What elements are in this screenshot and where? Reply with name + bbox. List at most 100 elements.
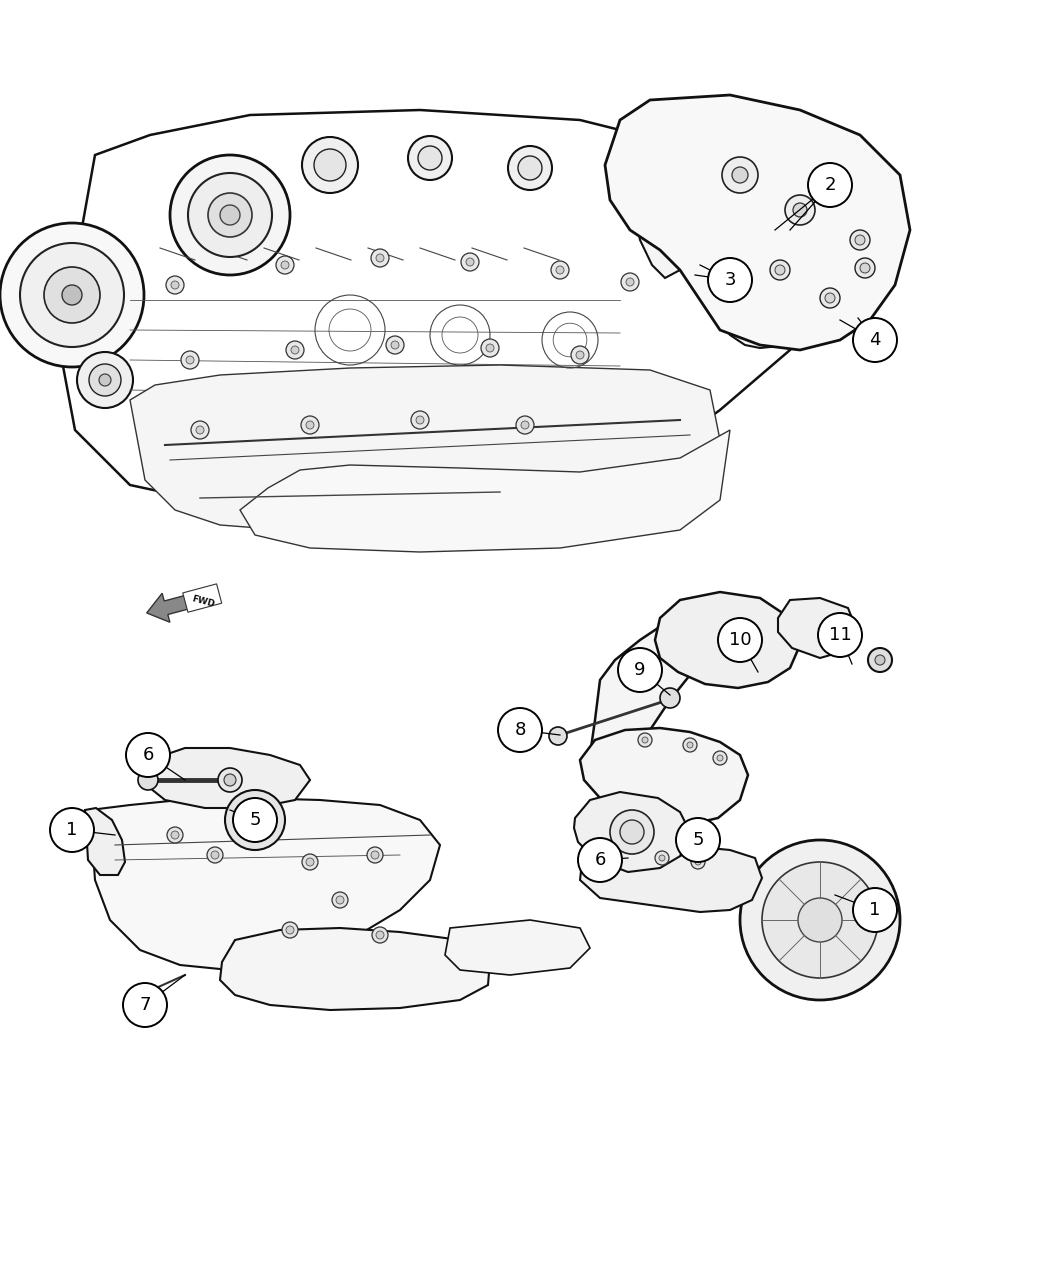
- Circle shape: [208, 193, 252, 237]
- Circle shape: [188, 173, 272, 258]
- Circle shape: [860, 263, 870, 273]
- Circle shape: [281, 261, 289, 269]
- Circle shape: [808, 163, 852, 207]
- Circle shape: [855, 235, 865, 245]
- Circle shape: [521, 421, 529, 428]
- Circle shape: [207, 847, 223, 863]
- Text: 8: 8: [514, 720, 526, 739]
- Circle shape: [571, 346, 589, 363]
- Polygon shape: [60, 110, 810, 530]
- Circle shape: [132, 987, 158, 1014]
- Circle shape: [850, 230, 870, 250]
- Polygon shape: [778, 598, 856, 658]
- Circle shape: [676, 819, 720, 862]
- Polygon shape: [580, 840, 762, 912]
- Circle shape: [411, 411, 429, 428]
- Circle shape: [306, 858, 314, 866]
- Circle shape: [50, 808, 94, 852]
- Polygon shape: [240, 430, 730, 552]
- Circle shape: [62, 286, 82, 305]
- Polygon shape: [580, 728, 748, 825]
- Circle shape: [372, 927, 388, 944]
- Circle shape: [191, 421, 209, 439]
- Circle shape: [855, 258, 875, 278]
- Circle shape: [408, 136, 452, 180]
- Circle shape: [682, 738, 697, 752]
- Circle shape: [171, 280, 178, 289]
- Circle shape: [621, 273, 639, 291]
- Circle shape: [302, 854, 318, 870]
- Circle shape: [368, 847, 383, 863]
- Polygon shape: [574, 792, 690, 872]
- Circle shape: [626, 278, 634, 286]
- Circle shape: [853, 317, 897, 362]
- Polygon shape: [183, 584, 222, 612]
- Text: 6: 6: [594, 850, 606, 870]
- Circle shape: [139, 994, 151, 1006]
- Circle shape: [211, 850, 219, 859]
- Circle shape: [620, 820, 644, 844]
- Circle shape: [516, 416, 534, 434]
- Text: 3: 3: [724, 272, 736, 289]
- Circle shape: [218, 768, 242, 792]
- Circle shape: [576, 351, 584, 360]
- Circle shape: [775, 265, 785, 275]
- Circle shape: [549, 727, 567, 745]
- Circle shape: [825, 293, 835, 303]
- Circle shape: [302, 136, 358, 193]
- Circle shape: [247, 812, 262, 827]
- Text: 1: 1: [869, 901, 881, 919]
- Circle shape: [875, 655, 885, 666]
- Circle shape: [687, 742, 693, 748]
- Circle shape: [660, 688, 680, 708]
- Circle shape: [20, 244, 124, 347]
- Polygon shape: [220, 928, 490, 1010]
- Circle shape: [486, 344, 494, 352]
- Polygon shape: [445, 921, 590, 975]
- Text: 1: 1: [66, 821, 78, 839]
- Circle shape: [123, 983, 167, 1026]
- Circle shape: [167, 827, 183, 843]
- Circle shape: [853, 887, 897, 932]
- Circle shape: [740, 840, 900, 1000]
- Circle shape: [762, 862, 878, 978]
- Circle shape: [314, 149, 346, 181]
- Circle shape: [722, 157, 758, 193]
- Circle shape: [708, 258, 752, 302]
- Circle shape: [518, 156, 542, 180]
- Text: 10: 10: [729, 631, 752, 649]
- Polygon shape: [90, 798, 440, 970]
- Circle shape: [481, 339, 499, 357]
- Circle shape: [276, 256, 294, 274]
- Circle shape: [610, 810, 654, 854]
- Circle shape: [99, 374, 111, 386]
- Circle shape: [170, 156, 290, 275]
- Polygon shape: [635, 190, 878, 348]
- Circle shape: [336, 896, 344, 904]
- Circle shape: [638, 733, 652, 747]
- Polygon shape: [605, 96, 910, 351]
- Circle shape: [655, 850, 669, 864]
- Circle shape: [89, 363, 121, 397]
- Circle shape: [718, 618, 762, 662]
- Circle shape: [44, 266, 100, 323]
- Circle shape: [237, 802, 273, 838]
- Circle shape: [551, 261, 569, 279]
- Polygon shape: [140, 748, 310, 808]
- Circle shape: [220, 205, 240, 224]
- Circle shape: [371, 850, 379, 859]
- Circle shape: [466, 258, 474, 266]
- Circle shape: [376, 931, 384, 938]
- Circle shape: [196, 426, 204, 434]
- Polygon shape: [85, 808, 125, 875]
- Circle shape: [820, 288, 840, 309]
- Circle shape: [166, 275, 184, 295]
- Circle shape: [224, 774, 236, 785]
- Circle shape: [286, 340, 304, 360]
- Circle shape: [785, 195, 815, 224]
- Polygon shape: [147, 589, 214, 622]
- Circle shape: [171, 831, 178, 839]
- Circle shape: [818, 613, 862, 657]
- Circle shape: [77, 352, 133, 408]
- Circle shape: [798, 898, 842, 942]
